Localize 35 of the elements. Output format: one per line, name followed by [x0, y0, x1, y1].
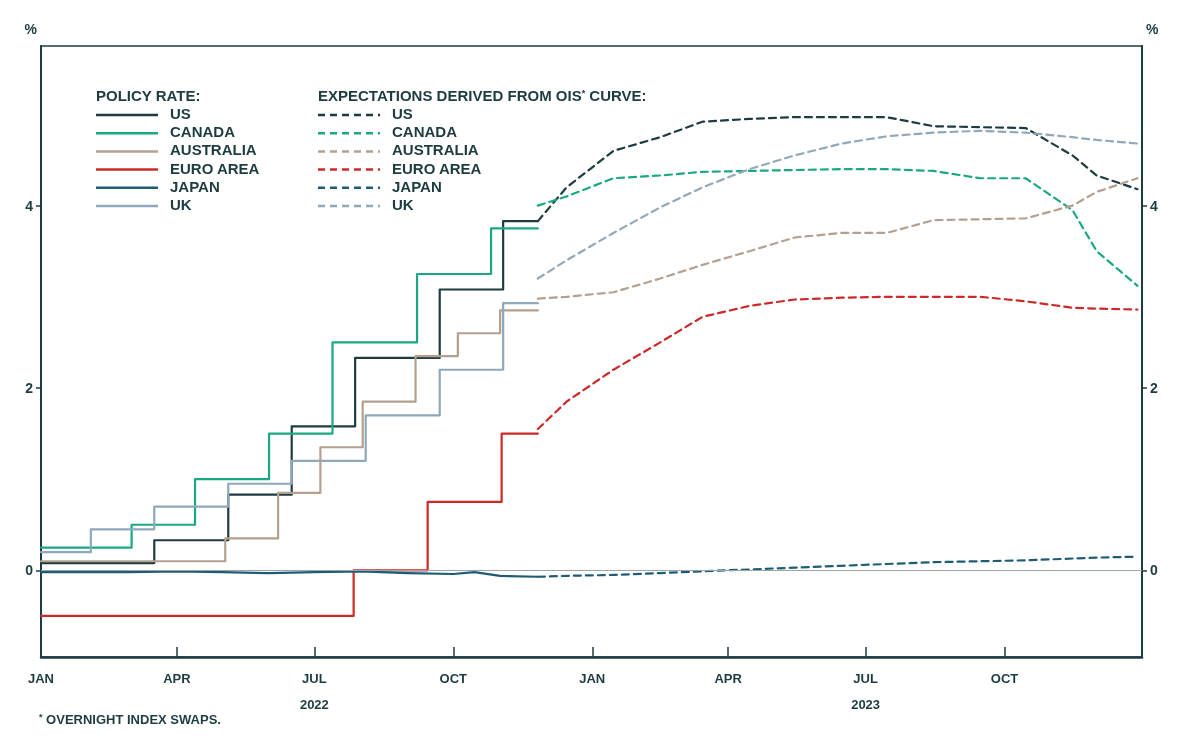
line-series — [536, 129, 1139, 280]
legend-label: UK — [170, 196, 192, 213]
y2-axis-title: % — [1146, 21, 1159, 37]
x-tick-label: APR — [714, 670, 743, 686]
y2-tick-label: 2 — [1150, 379, 1158, 396]
legend-label: UK — [392, 196, 414, 213]
y-tick-label: 2 — [25, 379, 34, 396]
legend-title: POLICY RATE: — [96, 87, 201, 104]
line-series — [536, 295, 1139, 431]
legend-label: US — [392, 105, 413, 122]
legend-label: EURO AREA — [170, 159, 260, 177]
legend-label: US — [170, 105, 191, 122]
legend-label: JAPAN — [170, 177, 220, 195]
legend-label: JAPAN — [392, 177, 442, 195]
x-tick-label: OCT — [990, 670, 1019, 686]
line-series — [536, 177, 1139, 300]
x-tick-label: JUL 2022 — [299, 670, 329, 712]
legend-label: CANADA — [392, 123, 458, 141]
x-tick-label: JUL 2023 — [851, 670, 881, 712]
legend-label: AUSTRALIA — [392, 141, 479, 159]
line-series — [536, 168, 1139, 287]
x-tick-label: JAN — [27, 670, 55, 686]
x-tick-label: JAN — [579, 670, 606, 686]
y2-tick-label: 4 — [1150, 197, 1158, 214]
y-axis-title: % — [24, 21, 38, 37]
text: * OVERNIGHT INDEX SWAPS. — [39, 711, 221, 727]
y-tick-label: 4 — [25, 197, 34, 214]
legend-label: CANADA — [170, 123, 236, 141]
x-tick-label: OCT — [439, 670, 468, 686]
legend-label: AUSTRALIA — [170, 141, 257, 159]
x-tick-label: APR — [163, 670, 192, 686]
legend-label: EURO AREA — [392, 159, 482, 177]
y-tick-label: 0 — [25, 562, 34, 579]
annotation: EXPECTATIONS DERIVED FROM OIS* CURVE: — [318, 87, 647, 104]
y2-tick-label: 0 — [1150, 562, 1158, 579]
